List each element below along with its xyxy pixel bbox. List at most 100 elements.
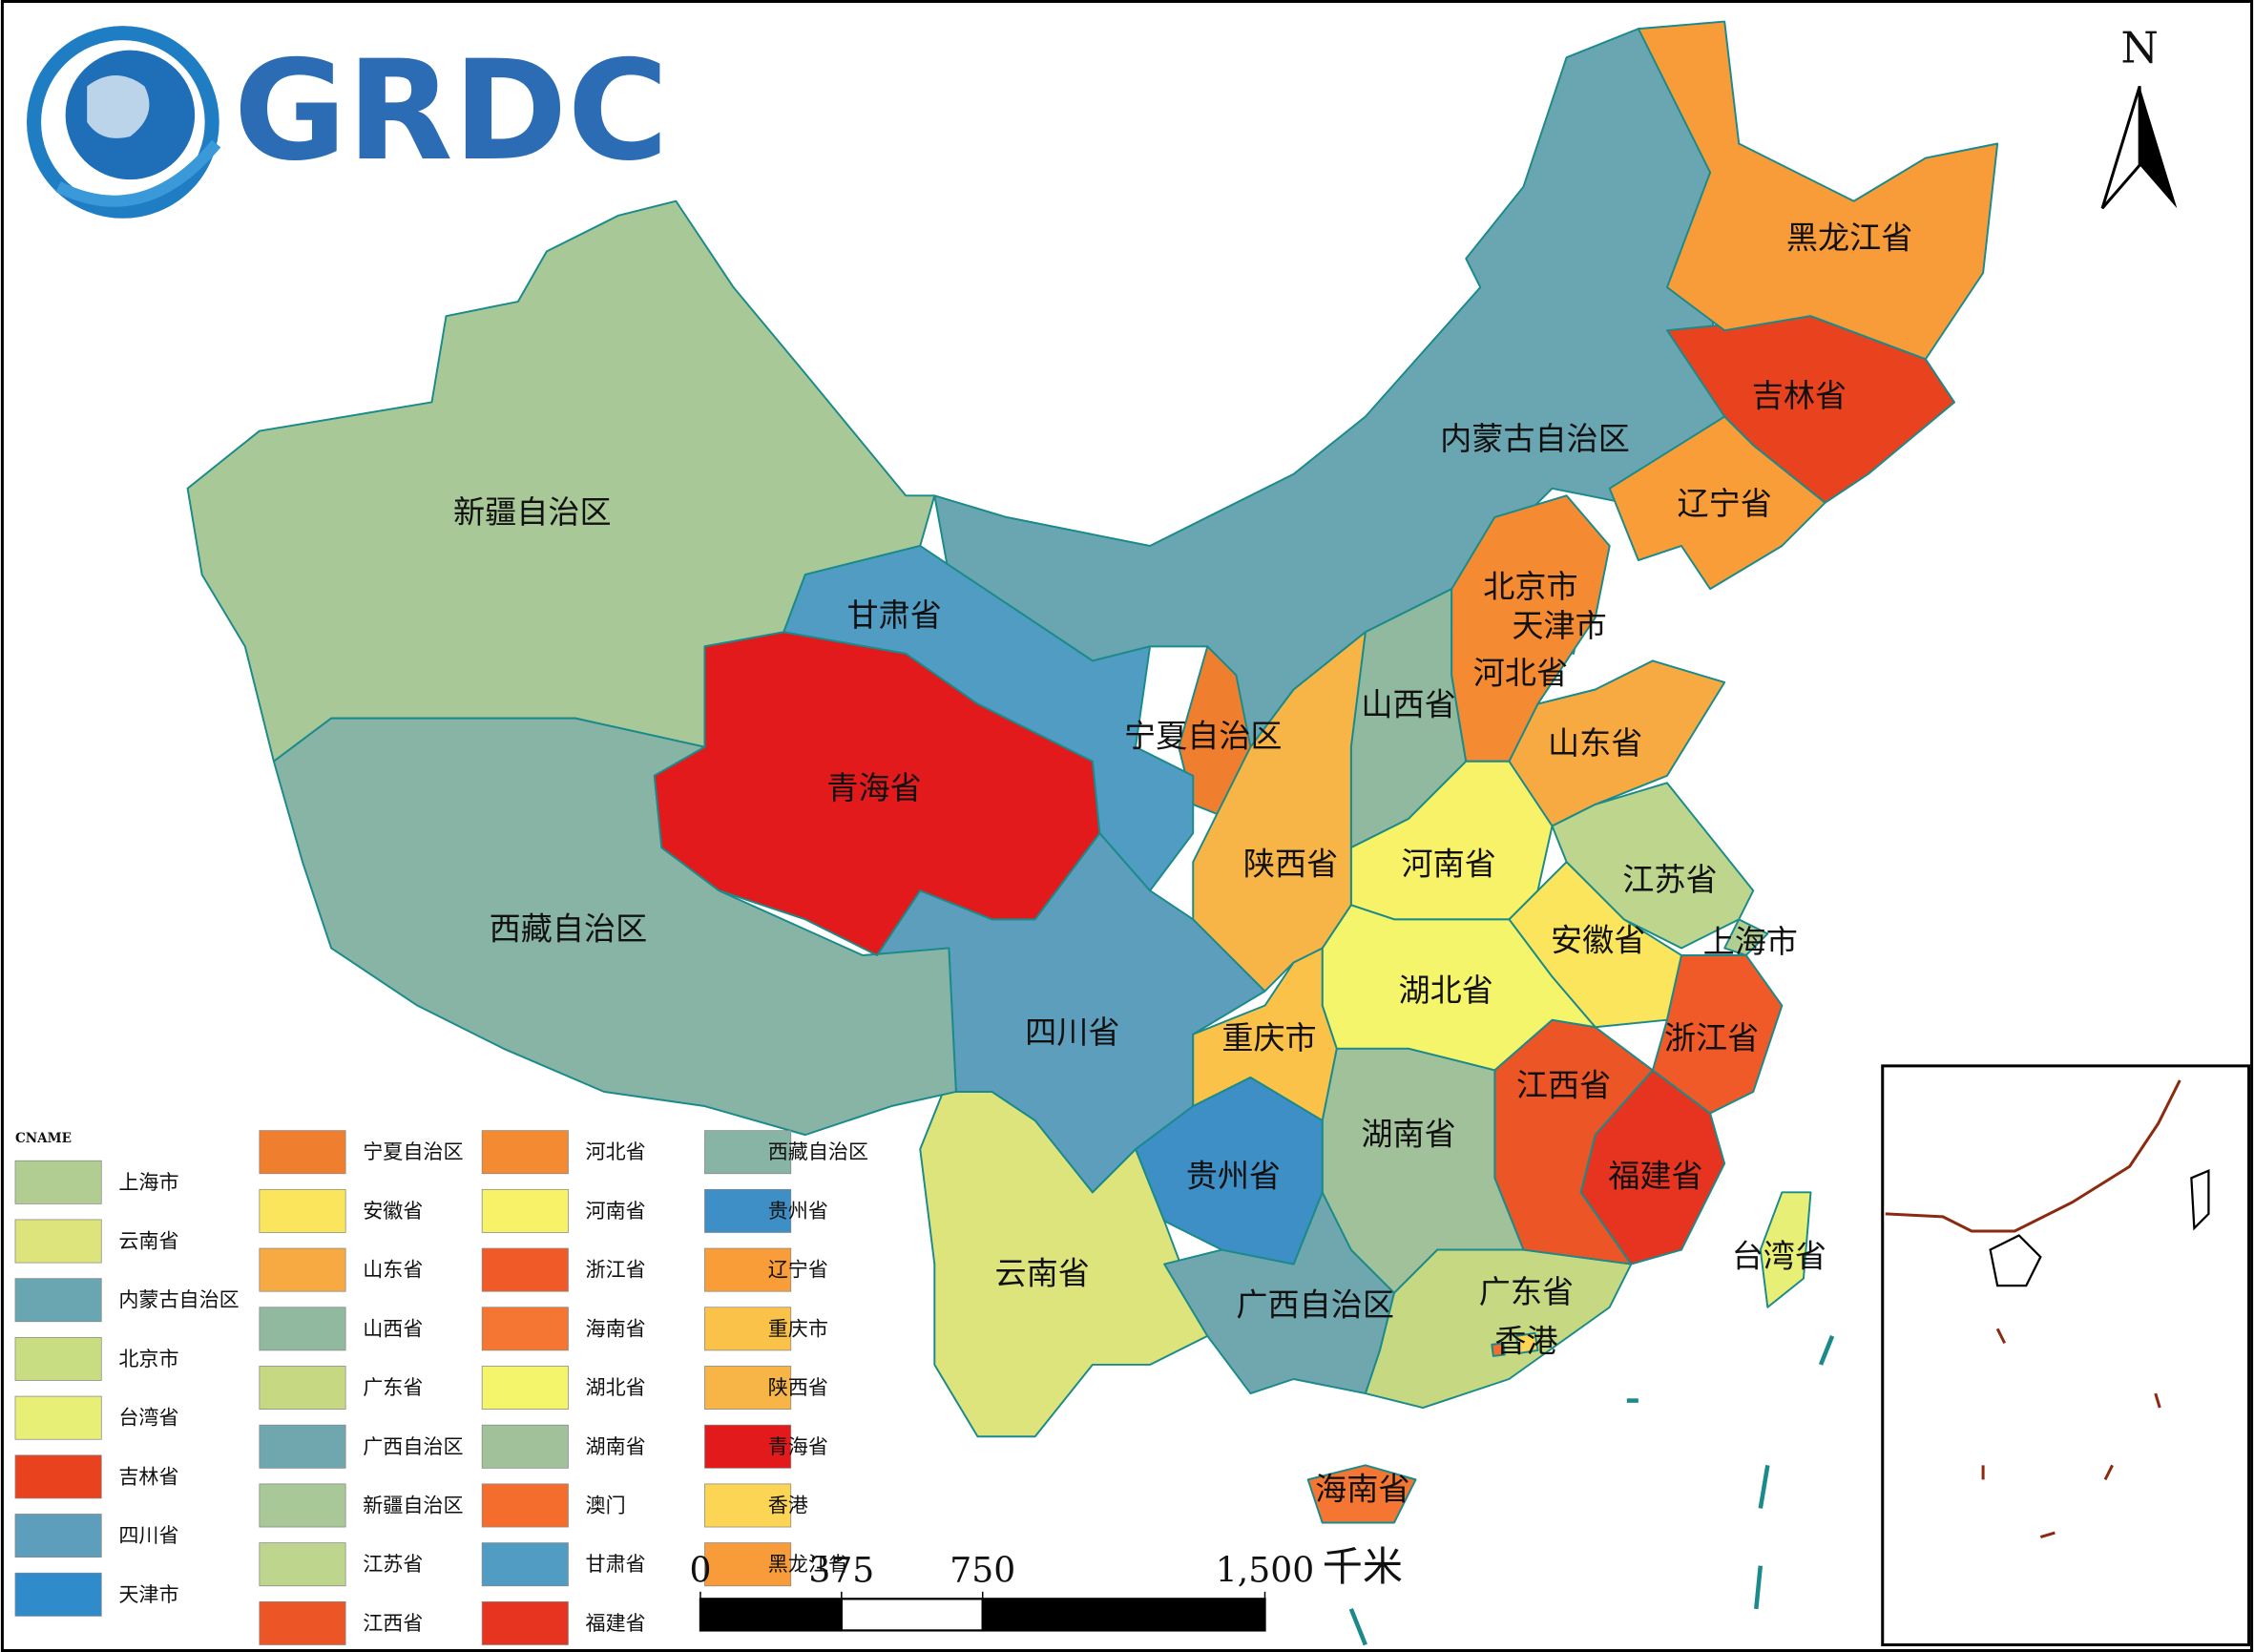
province-label: 新疆自治区 bbox=[453, 493, 612, 531]
legend-swatch bbox=[259, 1542, 346, 1587]
legend-label: 湖北省 bbox=[586, 1375, 646, 1399]
legend-swatch bbox=[259, 1366, 346, 1410]
legend-swatch bbox=[481, 1600, 569, 1645]
legend-label: 陕西省 bbox=[768, 1375, 828, 1399]
legend-label: 台湾省 bbox=[118, 1406, 178, 1430]
legend-swatch bbox=[704, 1188, 792, 1233]
boundary-dashes bbox=[1348, 1335, 1835, 1646]
legend-swatch bbox=[259, 1188, 346, 1233]
legend-swatch bbox=[259, 1600, 346, 1645]
scale-label: 0 bbox=[689, 1550, 711, 1591]
province-label: 江西省 bbox=[1516, 1066, 1611, 1103]
legend-label: 山西省 bbox=[363, 1316, 423, 1340]
legend-swatch bbox=[259, 1247, 346, 1292]
province-label: 山西省 bbox=[1361, 686, 1455, 723]
province bbox=[1192, 947, 1338, 1122]
province-label: 广西自治区 bbox=[1236, 1286, 1394, 1324]
legend-label: 湖南省 bbox=[586, 1434, 646, 1458]
logo-icon bbox=[27, 26, 221, 219]
scale-label: 1,500 bbox=[1216, 1550, 1314, 1591]
legend-label: 新疆自治区 bbox=[363, 1493, 463, 1516]
legend-swatch bbox=[481, 1307, 569, 1351]
province-label: 四川省 bbox=[1025, 1014, 1119, 1051]
province-label: 浙江省 bbox=[1664, 1019, 1759, 1056]
legend-label: 香港 bbox=[768, 1493, 808, 1516]
province-label: 广东省 bbox=[1479, 1273, 1574, 1310]
legend-label: 山东省 bbox=[363, 1258, 423, 1282]
province bbox=[1450, 494, 1611, 763]
legend-label: 云南省 bbox=[118, 1229, 178, 1253]
province bbox=[1759, 1191, 1812, 1308]
legend-label: 澳门 bbox=[586, 1493, 626, 1516]
legend-swatch bbox=[481, 1188, 569, 1233]
province-label: 黑龙江省 bbox=[1786, 219, 1912, 256]
north-label: N bbox=[2120, 23, 2159, 73]
legend-swatch bbox=[259, 1424, 346, 1469]
province-label: 北京市 bbox=[1483, 568, 1577, 605]
inset-map bbox=[1881, 1064, 2251, 1646]
province-label: 云南省 bbox=[995, 1255, 1090, 1292]
province-label: 辽宁省 bbox=[1677, 485, 1771, 522]
province bbox=[272, 717, 957, 1137]
legend-label: 四川省 bbox=[118, 1523, 178, 1547]
legend-swatch bbox=[14, 1219, 102, 1264]
province bbox=[1579, 1069, 1726, 1265]
legend-label: 重庆市 bbox=[768, 1316, 828, 1340]
legend-swatch bbox=[481, 1424, 569, 1469]
legend-label: 吉林省 bbox=[118, 1464, 178, 1488]
scale-unit: 千米 bbox=[1323, 1543, 1403, 1590]
legend-swatch bbox=[704, 1307, 792, 1351]
province bbox=[1514, 1331, 1539, 1354]
legend-swatch bbox=[704, 1424, 792, 1469]
province-label: 湖南省 bbox=[1361, 1116, 1455, 1153]
province-label: 吉林省 bbox=[1752, 377, 1847, 414]
legend-label: 辽宁省 bbox=[768, 1258, 828, 1282]
logo-text: GRDC bbox=[234, 31, 669, 192]
province-label: 江苏省 bbox=[1622, 861, 1717, 898]
scale-label: 375 bbox=[808, 1550, 874, 1591]
scale-bar: 0 375 750 1,500 千米 bbox=[689, 1543, 1403, 1632]
legend-label: 西藏自治区 bbox=[768, 1140, 868, 1163]
scale-segment bbox=[840, 1598, 984, 1632]
legend-swatch bbox=[14, 1514, 102, 1558]
legend-title: CNAME bbox=[15, 1131, 72, 1146]
legend-swatch bbox=[481, 1542, 569, 1587]
province-label: 河南省 bbox=[1401, 846, 1495, 883]
legend-label: 宁夏自治区 bbox=[363, 1140, 463, 1163]
province bbox=[1551, 782, 1755, 950]
legend-label: 上海市 bbox=[118, 1170, 178, 1194]
legend-label: 安徽省 bbox=[363, 1199, 423, 1223]
legend-label: 河南省 bbox=[586, 1199, 646, 1223]
legend-swatch bbox=[481, 1247, 569, 1292]
province-label: 湖北省 bbox=[1398, 972, 1492, 1009]
legend-swatch bbox=[704, 1366, 792, 1410]
legend-swatch bbox=[259, 1130, 346, 1175]
province-label: 香港 bbox=[1494, 1322, 1557, 1359]
province bbox=[1637, 20, 1999, 361]
legend-label: 贵州省 bbox=[768, 1199, 828, 1223]
legend-swatch bbox=[14, 1336, 102, 1381]
scale-segment bbox=[981, 1598, 1266, 1632]
province-label: 甘肃省 bbox=[846, 596, 941, 634]
province bbox=[1192, 631, 1367, 993]
province bbox=[1306, 1464, 1417, 1524]
province bbox=[1491, 1342, 1506, 1357]
province bbox=[653, 631, 1101, 956]
legend-label: 浙江省 bbox=[586, 1258, 646, 1282]
scale-label: 750 bbox=[950, 1550, 1015, 1591]
legend-label: 北京市 bbox=[118, 1347, 178, 1370]
legend-swatch bbox=[481, 1483, 569, 1528]
provinces: 上海市云南省内蒙古自治区北京市台湾省吉林省四川省天津市宁夏自治区安徽省山东省山西… bbox=[186, 20, 1999, 1524]
province-label: 西藏自治区 bbox=[490, 910, 648, 947]
legend-label: 江苏省 bbox=[363, 1552, 423, 1576]
legend-label: 河北省 bbox=[586, 1140, 646, 1163]
legend-label: 黑龙江省 bbox=[768, 1552, 848, 1576]
province bbox=[1608, 415, 1826, 591]
legend-label: 江西省 bbox=[363, 1611, 423, 1635]
province-label: 安徽省 bbox=[1551, 921, 1645, 958]
province-label: 天津市 bbox=[1512, 607, 1606, 644]
legend-swatch bbox=[14, 1572, 102, 1617]
province-label: 内蒙古自治区 bbox=[1440, 420, 1630, 457]
